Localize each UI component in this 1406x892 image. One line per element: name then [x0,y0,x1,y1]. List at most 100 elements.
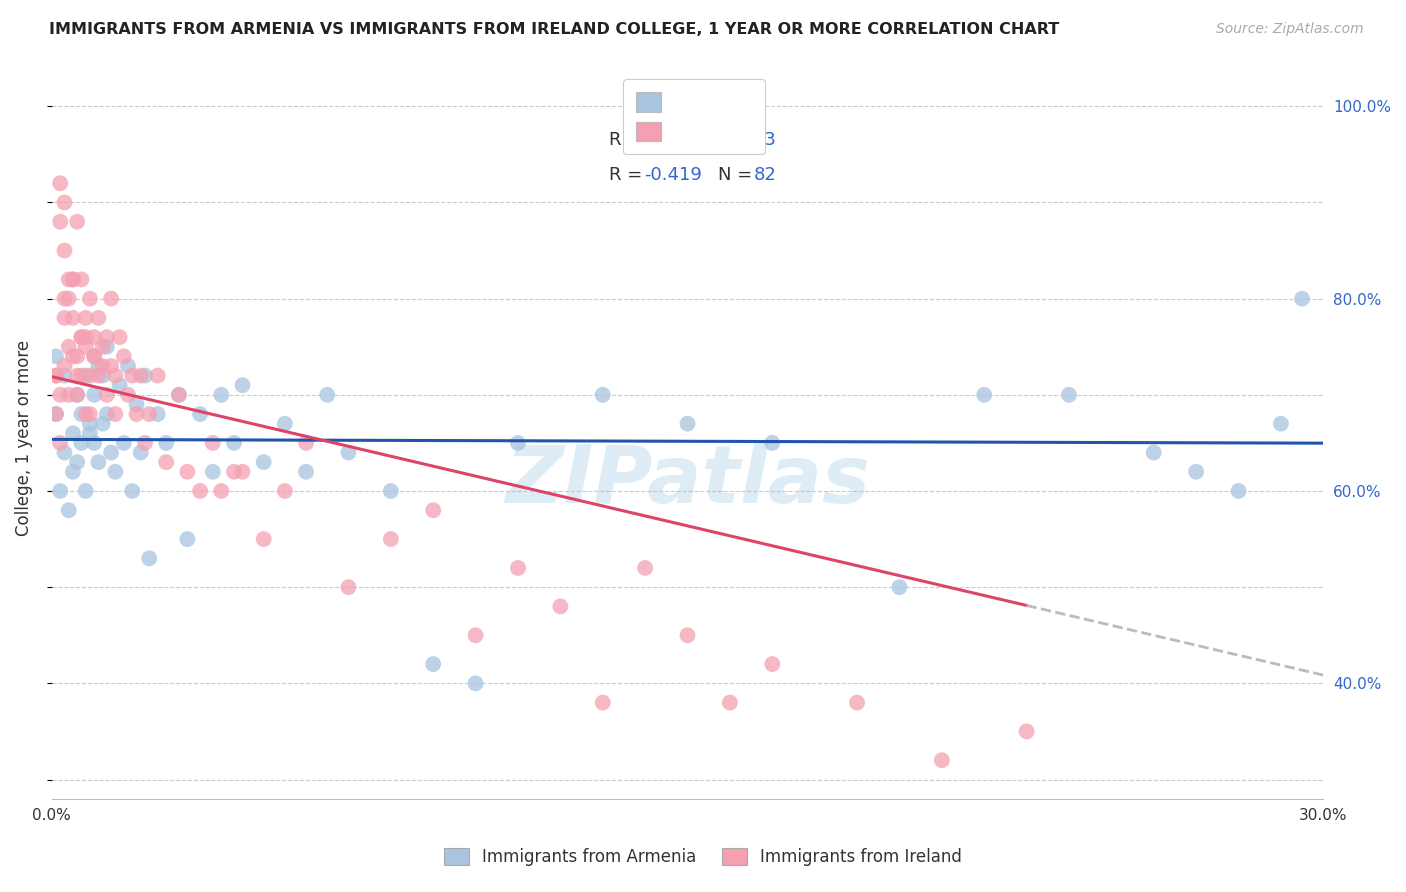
Point [70,272,93,286]
Point [129,368,152,383]
Point [66,388,89,402]
Point [253,455,276,469]
Point [66,215,89,229]
Text: N =: N = [718,131,758,149]
Point [117,359,139,373]
Text: R =: R = [609,131,648,149]
Point [45,407,67,421]
Point [49,176,72,190]
Point [121,483,143,498]
Point [155,436,177,450]
Point [58,272,80,286]
Point [45,407,67,421]
Point [75,340,97,354]
Point [91,417,114,431]
Point [231,378,253,392]
Y-axis label: College, 1 year or more: College, 1 year or more [15,340,32,536]
Point [49,388,72,402]
Point [49,215,72,229]
Point [761,436,783,450]
Text: ZIPatlas: ZIPatlas [505,442,870,520]
Point [676,628,699,642]
Point [75,310,97,325]
Point [1143,445,1166,459]
Point [53,310,76,325]
Point [53,292,76,306]
Point [209,388,232,402]
Point [138,551,160,566]
Point [125,407,148,421]
Point [188,407,211,421]
Point [62,349,84,363]
Point [1227,483,1250,498]
Point [70,368,93,383]
Point [846,696,869,710]
Point [79,368,101,383]
Point [761,657,783,672]
Point [337,580,360,594]
Text: 82: 82 [754,166,776,184]
Point [79,417,101,431]
Point [96,388,118,402]
Point [134,436,156,450]
Point [380,532,402,546]
Point [45,349,67,363]
Point [209,483,232,498]
Point [253,532,276,546]
Point [176,532,198,546]
Point [53,195,76,210]
Point [62,465,84,479]
Point [62,426,84,441]
Point [146,407,169,421]
Point [146,368,169,383]
Point [676,417,699,431]
Point [75,368,97,383]
Point [79,407,101,421]
Point [83,330,105,344]
Point [1015,724,1038,739]
Point [100,359,122,373]
Point [1291,292,1313,306]
Point [112,436,135,450]
Point [1270,417,1292,431]
Point [1185,465,1208,479]
Point [129,445,152,459]
Point [104,407,127,421]
Point [62,272,84,286]
Point [295,465,318,479]
Point [380,483,402,498]
Point [66,455,89,469]
Point [45,368,67,383]
Point [70,330,93,344]
Point [112,349,135,363]
Point [91,368,114,383]
Point [464,676,486,690]
Point [75,483,97,498]
Point [75,330,97,344]
Point [931,753,953,767]
Point [53,445,76,459]
Point [53,359,76,373]
Text: R =: R = [609,166,648,184]
Point [718,696,741,710]
Point [58,388,80,402]
Point [66,388,89,402]
Point [96,330,118,344]
Point [201,465,224,479]
Point [1057,388,1080,402]
Point [295,436,318,450]
Point [592,696,614,710]
Point [104,465,127,479]
Point [464,628,486,642]
Point [87,359,110,373]
Point [66,368,89,383]
Point [83,388,105,402]
Point [134,368,156,383]
Point [49,436,72,450]
Point [87,455,110,469]
Point [121,368,143,383]
Point [91,340,114,354]
Legend: Immigrants from Armenia, Immigrants from Ireland: Immigrants from Armenia, Immigrants from… [436,840,970,875]
Point [62,272,84,286]
Point [634,561,657,575]
